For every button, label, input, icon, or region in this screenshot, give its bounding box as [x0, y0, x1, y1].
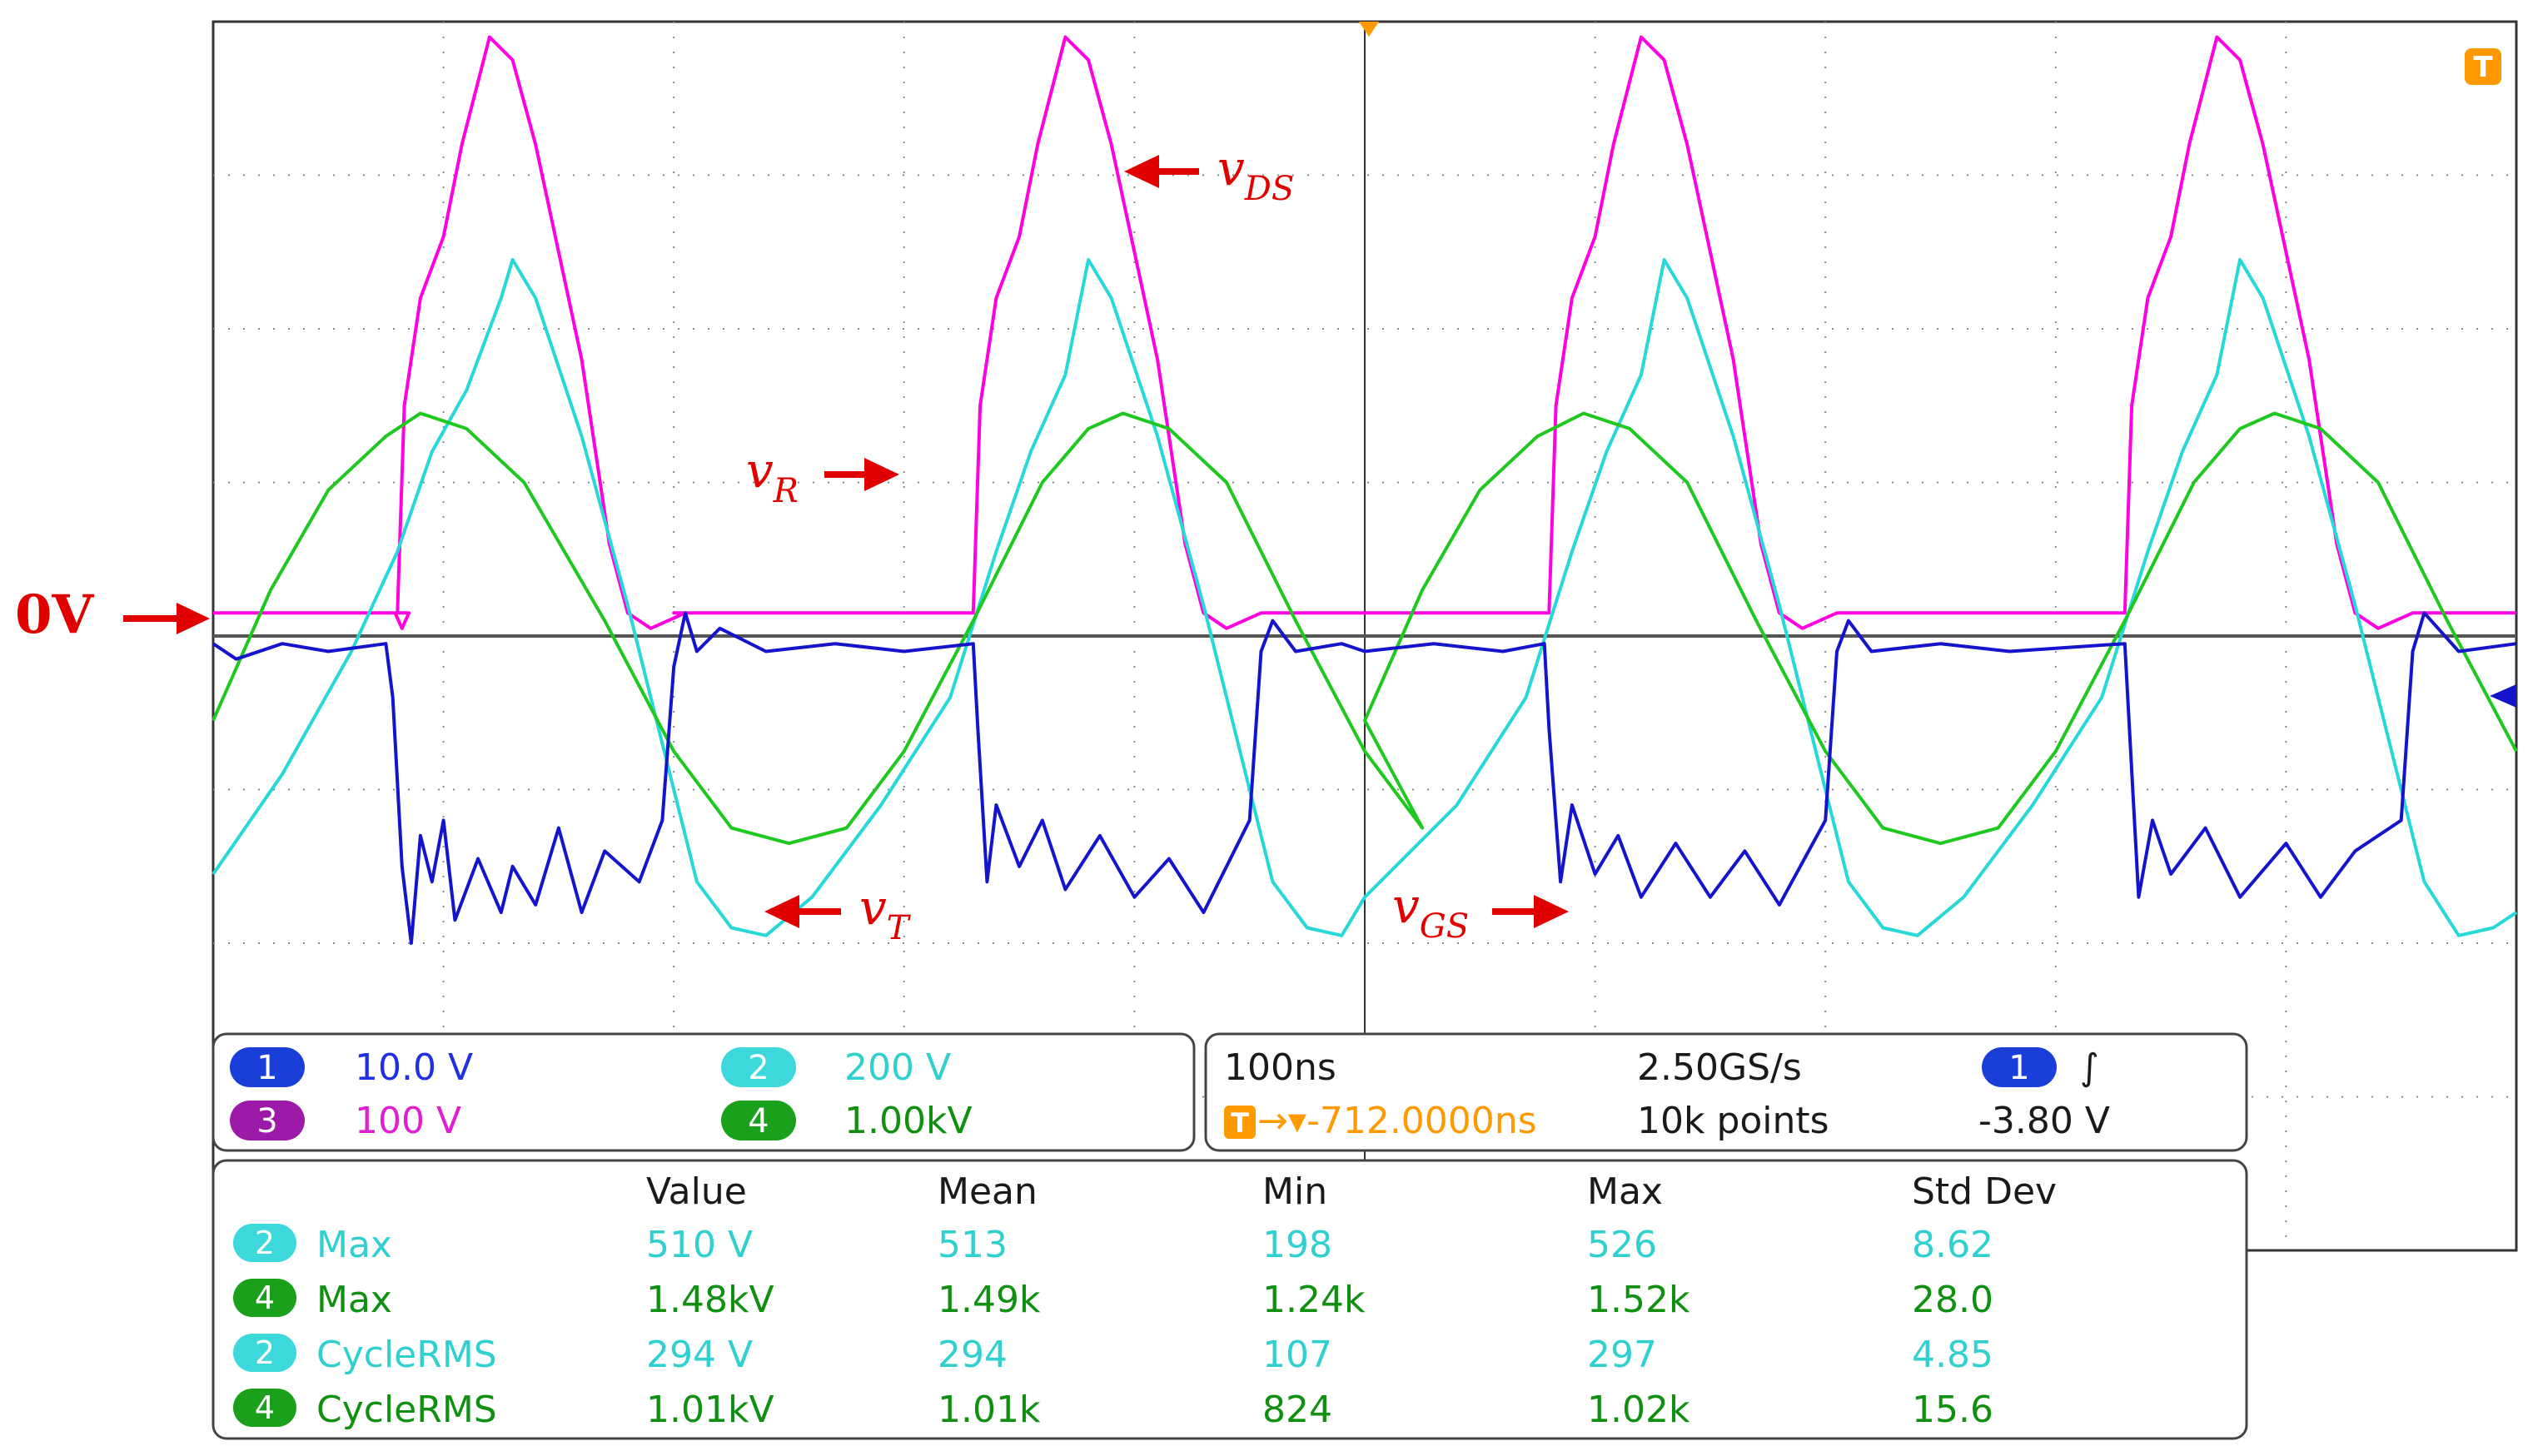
ch3-scale-value: 100 V [355, 1100, 461, 1142]
svg-text:1.24k: 1.24k [1262, 1279, 1366, 1321]
svg-text:vDS: vDS [1217, 140, 1294, 208]
vgs-annotation: vGS [1392, 877, 1569, 946]
vr-annotation: vR [746, 442, 899, 510]
svg-text:4: 4 [748, 1102, 769, 1140]
svg-text:1.01kV: 1.01kV [646, 1389, 774, 1431]
svg-text:3: 3 [256, 1102, 277, 1140]
trace-v-t [211, 258, 2518, 937]
svg-text:2: 2 [255, 1334, 275, 1371]
record-length: 10k points [1637, 1100, 1829, 1142]
svg-text:vR: vR [746, 442, 799, 510]
svg-text:Max: Max [1587, 1170, 1663, 1213]
traces [211, 35, 2518, 945]
svg-text:1.48kV: 1.48kV [646, 1279, 774, 1321]
svg-text:Max: Max [316, 1224, 392, 1266]
svg-text:Std Dev: Std Dev [1912, 1170, 2057, 1213]
measurement-row[interactable]: 4 Max 1.48kV 1.49k 1.24k 1.52k 28.0 [233, 1279, 1993, 1321]
ch3-scale[interactable]: 3 100 V [230, 1100, 461, 1142]
trigger-offset-value: →▾-712.0000ns [1257, 1100, 1537, 1142]
measurements-header: Value Mean Min Max Std Dev [646, 1170, 2057, 1213]
ch2-badge [721, 1047, 796, 1087]
svg-text:28.0: 28.0 [1912, 1279, 1993, 1321]
svg-text:1: 1 [256, 1049, 277, 1087]
svg-text:Min: Min [1262, 1170, 1327, 1213]
svg-text:198: 198 [1262, 1224, 1332, 1266]
ch1-badge [230, 1047, 305, 1087]
vt-annotation: vT [764, 879, 912, 947]
svg-text:15.6: 15.6 [1912, 1389, 1993, 1431]
svg-text:vT: vT [859, 879, 912, 947]
ch1-scale[interactable]: 1 10.0 V [230, 1046, 473, 1089]
svg-text:1.01k: 1.01k [938, 1389, 1041, 1431]
ch4-scale-value: 1.00kV [844, 1100, 973, 1142]
time-per-div: 100ns [1224, 1046, 1336, 1089]
svg-text:Mean: Mean [938, 1170, 1038, 1213]
svg-text:CycleRMS: CycleRMS [316, 1334, 497, 1376]
ch1-scale-value: 10.0 V [355, 1046, 473, 1089]
svg-text:1: 1 [2008, 1049, 2029, 1087]
svg-text:2: 2 [255, 1225, 275, 1261]
trigger-offset[interactable]: T →▾-712.0000ns [1224, 1100, 1537, 1142]
svg-text:1.02k: 1.02k [1587, 1389, 1690, 1431]
trigger-position-marker [1359, 22, 1379, 37]
trigger-source[interactable]: 1 [1982, 1047, 2057, 1087]
svg-text:T: T [1231, 1107, 1249, 1139]
svg-text:297: 297 [1587, 1334, 1657, 1376]
zero-label: 0V [15, 584, 95, 646]
svg-text:824: 824 [1262, 1389, 1332, 1431]
svg-text:1.52k: 1.52k [1587, 1279, 1690, 1321]
svg-text:4: 4 [255, 1389, 275, 1426]
channel-scale-panel: 1 10.0 V 2 200 V 3 100 V 4 1.00kV [211, 1032, 1196, 1152]
ch4-scale[interactable]: 4 1.00kV [721, 1100, 973, 1142]
measurement-row[interactable]: 2 Max 510 V 513 198 526 8.62 [233, 1224, 1993, 1266]
ch2-scale[interactable]: 2 200 V [721, 1046, 951, 1089]
svg-text:294: 294 [938, 1334, 1008, 1376]
ch4-badge [721, 1101, 796, 1140]
ch3-badge [230, 1101, 305, 1140]
svg-text:4: 4 [255, 1280, 275, 1316]
svg-text:1.49k: 1.49k [938, 1279, 1041, 1321]
sample-rate: 2.50GS/s [1637, 1046, 1802, 1089]
svg-text:vGS: vGS [1392, 877, 1469, 946]
measurement-row[interactable]: 4 CycleRMS 1.01kV 1.01k 824 1.02k 15.6 [233, 1389, 1993, 1431]
svg-text:4.85: 4.85 [1912, 1334, 1993, 1376]
trigger-slope-icon: ∫ [2080, 1046, 2099, 1089]
trace-v-gs [211, 611, 2517, 945]
svg-text:513: 513 [938, 1224, 1008, 1266]
trigger-level-marker: T [2465, 48, 2501, 85]
svg-text:294 V: 294 V [646, 1334, 753, 1376]
trigger-level: -3.80 V [1978, 1100, 2110, 1142]
svg-text:CycleRMS: CycleRMS [316, 1389, 497, 1431]
trace-v-ds [213, 35, 2516, 630]
zero-arrow [123, 603, 210, 634]
svg-text:510 V: 510 V [646, 1224, 753, 1266]
measurement-row[interactable]: 2 CycleRMS 294 V 294 107 297 4.85 [233, 1334, 1993, 1376]
svg-text:T: T [2473, 51, 2493, 84]
svg-text:526: 526 [1587, 1224, 1657, 1266]
trace-v-r [211, 411, 2518, 846]
timebase-panel: 100ns 2.50GS/s 1 ∫ T →▾-712.0000ns 10k p… [1204, 1032, 2248, 1152]
svg-text:107: 107 [1262, 1334, 1332, 1376]
svg-text:8.62: 8.62 [1912, 1224, 1993, 1266]
ch1-ref-marker [2490, 684, 2516, 708]
vds-annotation: vDS [1124, 140, 1294, 208]
svg-text:2: 2 [748, 1049, 769, 1087]
svg-text:Value: Value [646, 1170, 747, 1213]
ch2-scale-value: 200 V [844, 1046, 951, 1089]
measurements-panel: Value Mean Min Max Std Dev 2 Max 510 V 5… [211, 1159, 2248, 1440]
svg-text:Max: Max [316, 1279, 392, 1321]
